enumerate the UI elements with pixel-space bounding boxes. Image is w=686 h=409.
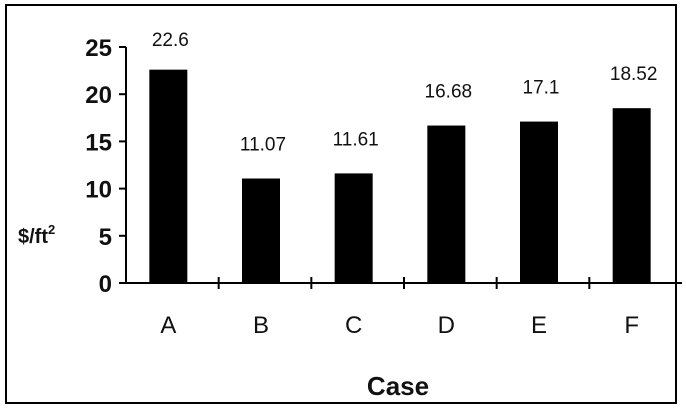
y-axis-title-base: $/ft	[18, 226, 48, 248]
data-label-C: 11.61	[333, 129, 379, 150]
bar-E	[520, 121, 558, 284]
bar-D	[427, 125, 466, 283]
axis-layer	[120, 47, 682, 284]
y-tick-label: 15	[85, 129, 112, 156]
bars-layer	[149, 69, 651, 284]
category-label-E: E	[531, 312, 547, 339]
data-label-B: 11.07	[240, 134, 286, 155]
y-axis-title: $/ft2	[18, 222, 55, 248]
y-tick-label: 0	[99, 271, 112, 298]
category-label-F: F	[624, 312, 639, 339]
category-label-A: A	[160, 312, 176, 339]
y-tick-label: 10	[85, 177, 112, 204]
y-axis-title-superscript: 2	[48, 222, 55, 237]
y-tick-label: 20	[85, 82, 112, 109]
category-label-D: D	[438, 312, 455, 339]
category-label-B: B	[253, 312, 269, 339]
y-tick-label: 25	[85, 35, 112, 62]
data-label-F: 18.52	[610, 64, 658, 85]
labels-layer: 0 5 10 15 20 25 A 22.6 B 11.07 C 11.61 D 16.68 E 17.1 F 1…	[85, 30, 657, 339]
bar-B	[242, 178, 280, 283]
x-axis-title: Case	[367, 371, 429, 401]
data-label-E: 17.1	[523, 78, 560, 99]
category-label-C: C	[345, 312, 362, 339]
data-label-A: 22.6	[152, 30, 189, 51]
ticks-layer	[119, 46, 591, 289]
bar-A	[149, 69, 188, 283]
bar-F	[612, 108, 651, 283]
bar-C	[334, 173, 373, 283]
y-tick-label: 5	[99, 224, 112, 251]
data-label-D: 16.68	[425, 82, 473, 103]
